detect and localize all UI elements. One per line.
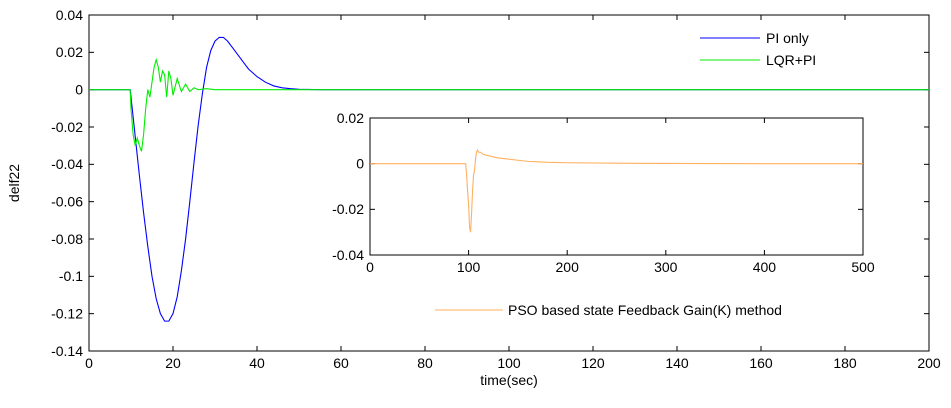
x-tick-label: 20 bbox=[165, 355, 181, 371]
y-tick-label: 0.02 bbox=[56, 44, 83, 60]
x-tick-label: 0 bbox=[366, 259, 374, 275]
y-tick-label: -0.04 bbox=[332, 247, 364, 263]
series-line-lqr-pi bbox=[89, 57, 929, 152]
y-tick-label: -0.14 bbox=[51, 343, 83, 359]
y-tick-label: -0.04 bbox=[51, 156, 83, 172]
x-tick-label: 120 bbox=[581, 355, 605, 371]
y-tick-label: 0 bbox=[356, 156, 364, 172]
inset-legend: PSO based state Feedback Gain(K) method bbox=[435, 302, 782, 318]
legend-label: PI only bbox=[766, 30, 809, 46]
y-tick-label: 0.04 bbox=[56, 7, 83, 23]
x-tick-label: 100 bbox=[457, 259, 481, 275]
y-tick-label: -0.08 bbox=[51, 231, 83, 247]
x-tick-label: 100 bbox=[497, 355, 521, 371]
inset-chart: 0 100 200 300 400 500 -0.04 -0.02 0 0.02 PSO based… bbox=[332, 110, 875, 318]
x-tick-label: 400 bbox=[753, 259, 777, 275]
y-axis-label: delf22 bbox=[6, 164, 22, 202]
y-tick-label: 0.02 bbox=[337, 110, 364, 126]
x-tick-label: 180 bbox=[833, 355, 857, 371]
legend-label: LQR+PI bbox=[766, 52, 816, 68]
x-tick-label: 500 bbox=[851, 259, 875, 275]
y-tick-label: -0.06 bbox=[51, 194, 83, 210]
legend: PI only LQR+PI bbox=[700, 30, 816, 68]
y-tick-label: -0.02 bbox=[51, 119, 83, 135]
x-tick-label: 0 bbox=[85, 355, 93, 371]
x-axis-label: time(sec) bbox=[480, 372, 538, 388]
x-tick-label: 60 bbox=[333, 355, 349, 371]
x-tick-label: 40 bbox=[249, 355, 265, 371]
x-tick-label: 160 bbox=[749, 355, 773, 371]
plot-frame bbox=[369, 117, 864, 256]
x-tick-label: 140 bbox=[665, 355, 689, 371]
y-tick-label: -0.02 bbox=[332, 201, 364, 217]
x-tick-label: 80 bbox=[417, 355, 433, 371]
y-tick-label: -0.12 bbox=[51, 306, 83, 322]
series-line-pso-based-state-feedback-gain-k-method bbox=[370, 148, 863, 233]
legend-label: PSO based state Feedback Gain(K) method bbox=[508, 302, 782, 318]
y-tick-label: 0 bbox=[75, 82, 83, 98]
x-tick-label: 200 bbox=[556, 259, 580, 275]
x-tick-label: 200 bbox=[917, 355, 941, 371]
x-tick-label: 300 bbox=[654, 259, 678, 275]
y-tick-label: -0.1 bbox=[59, 268, 83, 284]
